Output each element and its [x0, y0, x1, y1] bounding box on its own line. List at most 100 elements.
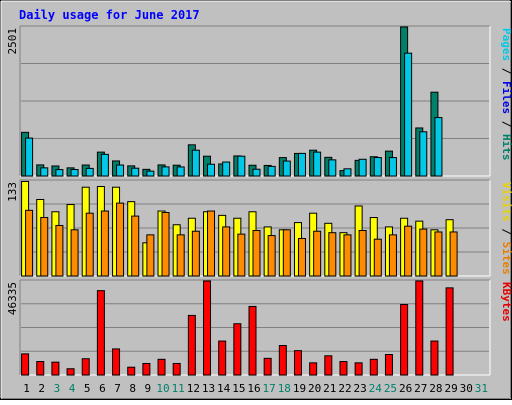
x-tick-label-day-1: 1 — [23, 382, 30, 395]
bar-files-day-6 — [100, 153, 109, 177]
x-tick-label-day-25: 25 — [384, 382, 397, 395]
x-tick-label-day-8: 8 — [129, 382, 136, 395]
panel-kbytes-ymax-label: 46335 — [6, 282, 19, 315]
x-tick-label-day-7: 7 — [114, 382, 121, 395]
bar-files-day-14 — [222, 161, 231, 177]
bar-kbytes-day-1 — [21, 353, 30, 376]
bar-files-day-21 — [328, 159, 337, 177]
bar-sites-day-29 — [449, 231, 458, 277]
bar-kbytes-day-8 — [127, 366, 136, 376]
bar-sites-day-15 — [237, 233, 246, 277]
legend-entry: KBytes — [500, 282, 512, 322]
x-tick-label-day-13: 13 — [202, 382, 215, 395]
bar-kbytes-day-15 — [233, 323, 242, 376]
bar-kbytes-day-27 — [415, 280, 424, 376]
bar-sites-day-25 — [388, 234, 397, 277]
bar-kbytes-day-25 — [384, 353, 393, 376]
bar-kbytes-day-19 — [293, 350, 302, 376]
bar-sites-day-18 — [282, 229, 291, 277]
bar-sites-day-12 — [191, 230, 200, 277]
legend-entry: Files — [500, 81, 512, 114]
bar-kbytes-day-4 — [66, 368, 75, 376]
x-tick-label-day-10: 10 — [156, 382, 169, 395]
legend-entry: Pages — [500, 28, 512, 61]
panel-hits-legend: Pages / Files / Hits — [500, 28, 512, 161]
x-tick-label-day-4: 4 — [69, 382, 76, 395]
bar-sites-day-4 — [70, 229, 79, 277]
bar-sites-day-3 — [55, 224, 64, 277]
x-tick-label-day-24: 24 — [369, 382, 383, 395]
bar-files-day-19 — [297, 152, 306, 177]
bar-sites-day-6 — [100, 210, 109, 277]
bar-kbytes-day-23 — [354, 362, 363, 376]
x-tick-label-day-21: 21 — [323, 382, 336, 395]
bar-kbytes-day-18 — [278, 345, 287, 376]
bar-files-day-3 — [55, 169, 64, 177]
x-tick-label-day-5: 5 — [84, 382, 91, 395]
bar-kbytes-day-28 — [430, 340, 439, 376]
bar-sites-day-13 — [207, 210, 216, 277]
chart-title: Daily usage for June 2017 — [19, 8, 200, 22]
legend-entry: / — [500, 114, 512, 134]
x-tick-label-day-16: 16 — [247, 382, 260, 395]
bar-kbytes-day-9 — [142, 362, 151, 376]
bar-files-day-23 — [358, 158, 367, 177]
bar-files-day-16 — [252, 168, 261, 177]
bar-sites-day-11 — [176, 234, 185, 277]
x-tick-label-day-15: 15 — [232, 382, 245, 395]
bar-kbytes-day-22 — [339, 361, 348, 376]
bar-kbytes-day-26 — [400, 304, 409, 376]
bar-kbytes-day-16 — [248, 305, 257, 376]
panel-kbytes-legend: KBytes — [500, 282, 512, 322]
x-tick-label-day-22: 22 — [338, 382, 351, 395]
bar-sites-day-7 — [116, 202, 125, 277]
bar-files-day-20 — [313, 151, 322, 177]
x-tick-label-day-14: 14 — [217, 382, 231, 395]
bar-files-day-22 — [343, 168, 352, 177]
x-tick-label-day-3: 3 — [54, 382, 61, 395]
bar-sites-day-26 — [404, 225, 413, 277]
x-tick-label-day-20: 20 — [308, 382, 321, 395]
bar-sites-day-16 — [252, 230, 261, 277]
bar-sites-day-23 — [358, 230, 367, 277]
bar-sites-day-19 — [297, 237, 306, 277]
x-tick-label-day-26: 26 — [399, 382, 412, 395]
legend-entry: / — [500, 61, 512, 81]
bar-files-day-24 — [373, 157, 382, 177]
bar-sites-day-27 — [419, 228, 428, 277]
x-tick-label-day-6: 6 — [99, 382, 106, 395]
bar-kbytes-day-2 — [36, 361, 45, 376]
x-tick-label-day-27: 27 — [414, 382, 427, 395]
bar-sites-day-28 — [434, 231, 443, 277]
bar-files-day-1 — [25, 137, 34, 177]
legend-entry: / — [500, 222, 512, 242]
bar-sites-day-9 — [146, 234, 155, 277]
panel-visits-legend: Visits / Sites — [500, 182, 512, 275]
bar-files-day-4 — [70, 169, 79, 177]
bar-sites-day-21 — [328, 232, 337, 277]
bar-files-day-10 — [161, 166, 170, 177]
bar-kbytes-day-13 — [203, 280, 212, 376]
bar-sites-day-8 — [131, 215, 140, 277]
bar-sites-day-5 — [85, 212, 94, 277]
bar-kbytes-day-5 — [81, 358, 90, 376]
bar-files-day-25 — [388, 157, 397, 177]
bar-kbytes-day-17 — [263, 357, 272, 376]
bar-sites-day-17 — [267, 235, 276, 277]
bar-sites-day-24 — [373, 238, 382, 277]
bar-files-day-15 — [237, 155, 246, 177]
panel-visits-ymax-label: 133 — [6, 182, 19, 202]
bar-files-day-17 — [267, 165, 276, 177]
bar-files-day-5 — [85, 167, 94, 177]
bar-sites-day-1 — [25, 209, 34, 277]
bar-kbytes-day-7 — [112, 348, 121, 376]
bar-files-day-18 — [282, 160, 291, 177]
bar-sites-day-20 — [313, 230, 322, 277]
bar-sites-day-22 — [343, 234, 352, 277]
x-tick-label-day-12: 12 — [187, 382, 200, 395]
legend-entry: Visits — [500, 182, 512, 222]
bar-kbytes-day-12 — [187, 314, 196, 376]
x-tick-label-day-18: 18 — [278, 382, 291, 395]
bar-files-day-9 — [146, 170, 155, 177]
